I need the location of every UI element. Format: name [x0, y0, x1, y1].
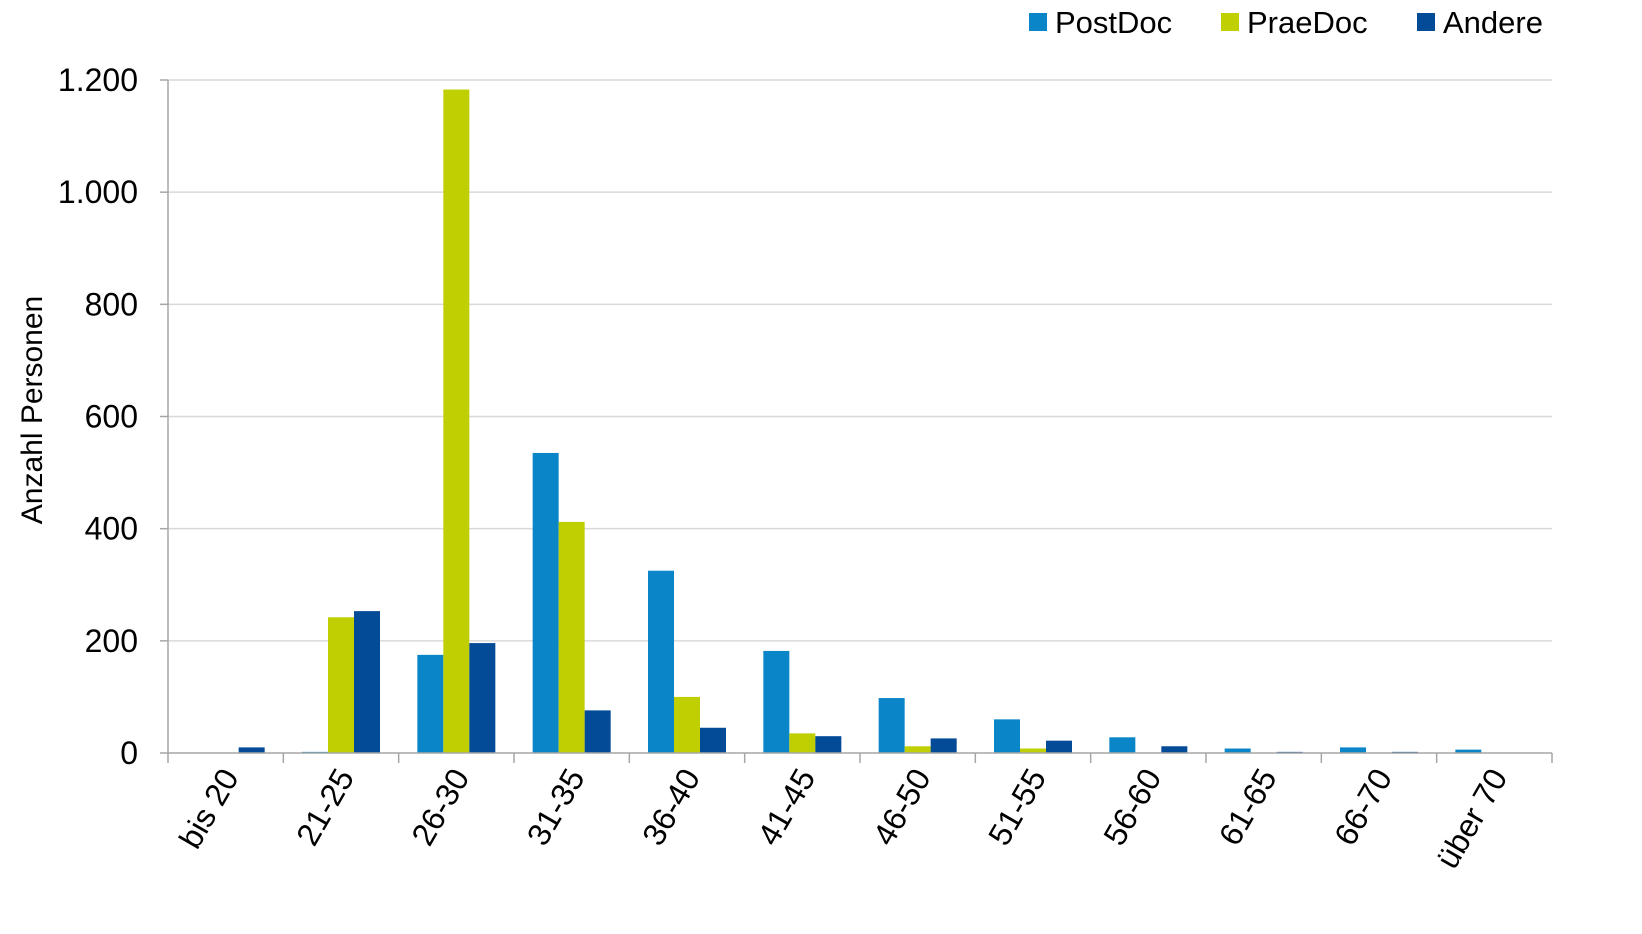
gridlines	[168, 79, 1552, 642]
bar-praedoc-1	[328, 617, 354, 753]
bars	[238, 89, 1482, 753]
bar-postdoc-4	[648, 570, 674, 753]
x-tick-label-3: 31-35	[520, 763, 592, 852]
bar-postdoc-3	[532, 452, 559, 753]
y-axis-label: Anzahl Personen	[16, 296, 49, 525]
legend-label-postdoc: PostDoc	[1055, 5, 1172, 40]
y-tick-label-6: 1.200	[58, 62, 138, 98]
x-tick-label-11: über 70	[1429, 763, 1514, 875]
bar-andere-3	[584, 710, 611, 753]
bar-postdoc-11	[1455, 749, 1482, 753]
x-tick-label-7: 51-55	[981, 763, 1053, 852]
x-tick-label-4: 36-40	[635, 763, 707, 852]
bar-postdoc-8	[1109, 737, 1136, 753]
bar-postdoc-6	[878, 698, 905, 753]
bar-andere-5	[815, 736, 842, 753]
x-tick-label-5: 41-45	[750, 763, 822, 852]
y-tick-labels: 0 200 400 600 800 1.000 1.200	[58, 62, 138, 771]
legend-swatch-postdoc	[1029, 13, 1047, 31]
x-tick-label-8: 56-60	[1096, 763, 1168, 852]
bar-postdoc-10	[1340, 747, 1366, 753]
legend-swatch-praedoc	[1221, 13, 1239, 31]
bar-andere-6	[930, 738, 957, 753]
bar-postdoc-2	[417, 654, 444, 753]
bar-praedoc-2	[443, 89, 470, 753]
x-tick-label-0: bis 20	[172, 763, 246, 855]
x-tick-label-9: 61-65	[1212, 763, 1284, 852]
x-tick-label-10: 66-70	[1327, 763, 1399, 852]
bar-andere-8	[1161, 746, 1188, 753]
axes	[160, 79, 1553, 763]
x-tick-label-1: 21-25	[289, 763, 361, 852]
legend: PostDoc PraeDoc Andere	[1029, 5, 1543, 40]
y-tick-label-5: 1.000	[58, 174, 138, 210]
bar-postdoc-9	[1224, 748, 1251, 753]
bar-andere-4	[700, 727, 726, 753]
bar-andere-0	[238, 747, 265, 753]
bar-andere-2	[469, 643, 496, 753]
bar-praedoc-7	[1020, 748, 1046, 753]
bar-postdoc-7	[994, 719, 1020, 753]
bar-andere-7	[1046, 740, 1072, 753]
y-tick-label-1: 200	[85, 623, 138, 659]
bar-praedoc-3	[558, 521, 585, 753]
x-tick-labels: bis 20 21-25 26-30 31-35 36-40 41-45 46-50 51-5…	[172, 763, 1515, 875]
y-tick-label-0: 0	[120, 735, 138, 771]
bar-andere-1	[354, 611, 380, 753]
y-tick-label-4: 800	[85, 286, 138, 322]
x-tick-label-2: 26-30	[404, 763, 476, 852]
bar-praedoc-4	[674, 696, 700, 753]
legend-swatch-andere	[1417, 13, 1435, 31]
legend-label-andere: Andere	[1443, 5, 1543, 40]
y-tick-label-2: 400	[85, 511, 138, 547]
legend-label-praedoc: PraeDoc	[1247, 5, 1368, 40]
x-tick-label-6: 46-50	[866, 763, 938, 852]
y-tick-label-3: 600	[85, 399, 138, 435]
bar-postdoc-5	[763, 650, 790, 753]
bar-praedoc-6	[904, 746, 931, 753]
bar-praedoc-5	[789, 733, 816, 753]
